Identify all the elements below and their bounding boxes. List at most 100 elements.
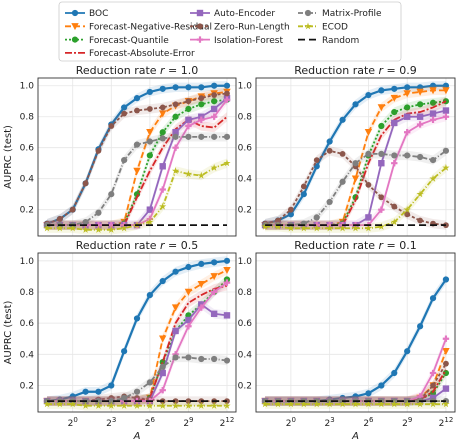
y-tick-label: 0.8 bbox=[238, 288, 253, 298]
data-point bbox=[442, 369, 450, 377]
data-point bbox=[339, 116, 346, 123]
data-point bbox=[403, 205, 411, 213]
data-point bbox=[133, 141, 141, 148]
data-point bbox=[429, 369, 437, 377]
data-point bbox=[198, 116, 205, 124]
y-tick-label: 0.6 bbox=[238, 319, 253, 329]
data-point bbox=[287, 224, 295, 232]
data-point bbox=[159, 369, 166, 377]
data-point bbox=[223, 279, 231, 286]
data-point bbox=[223, 96, 231, 103]
x-axis-title: A bbox=[351, 431, 359, 442]
data-point bbox=[198, 133, 205, 140]
data-point bbox=[43, 400, 51, 408]
data-point bbox=[95, 147, 102, 154]
legend-marker bbox=[197, 23, 203, 30]
data-point bbox=[364, 400, 373, 408]
data-point bbox=[146, 106, 153, 112]
data-point bbox=[443, 222, 449, 229]
legend-item-matrix-profile: Matrix-Profile bbox=[298, 9, 382, 19]
data-point bbox=[365, 214, 372, 221]
panel-1: 0.2 0.4 0.6 0.8 1.0 AUPRC (test) Reduction rat… bbox=[3, 64, 237, 237]
data-point bbox=[146, 379, 153, 386]
data-point bbox=[146, 152, 153, 159]
series-line bbox=[265, 150, 447, 227]
data-point bbox=[56, 224, 64, 232]
y-tick-label: 0.8 bbox=[20, 113, 35, 123]
data-point bbox=[107, 226, 115, 233]
data-point bbox=[429, 400, 437, 408]
data-point bbox=[429, 116, 437, 124]
data-point bbox=[429, 295, 437, 302]
data-point bbox=[429, 87, 437, 95]
data-point bbox=[326, 400, 334, 408]
data-point bbox=[172, 268, 179, 275]
data-point bbox=[121, 348, 128, 355]
legend-label: Matrix-Profile bbox=[322, 9, 382, 19]
confidence-band bbox=[265, 81, 446, 229]
data-point bbox=[120, 224, 128, 232]
x-tick-label: 20 bbox=[286, 416, 296, 429]
data-point bbox=[184, 170, 193, 178]
data-point bbox=[416, 88, 424, 96]
y-tick-label: 1.0 bbox=[20, 257, 35, 267]
data-point bbox=[300, 183, 307, 190]
data-point bbox=[326, 147, 333, 154]
y-tick-label: 0.8 bbox=[20, 288, 35, 298]
x-tick-label: 212 bbox=[439, 416, 454, 429]
data-point bbox=[377, 222, 385, 230]
data-point bbox=[211, 355, 218, 363]
data-point bbox=[338, 400, 347, 408]
x-tick-label: 29 bbox=[402, 416, 412, 429]
legend-item-random: Random bbox=[298, 36, 359, 46]
data-point bbox=[159, 363, 166, 370]
axes-frame bbox=[37, 77, 237, 237]
data-point bbox=[390, 400, 398, 408]
data-point bbox=[172, 113, 179, 120]
x-tick-label: 26 bbox=[363, 416, 374, 429]
confidence-band bbox=[47, 158, 227, 235]
data-point bbox=[198, 260, 205, 268]
y-tick-label: 0.4 bbox=[20, 350, 35, 360]
data-point bbox=[95, 388, 102, 395]
data-point bbox=[443, 360, 449, 367]
y-tick-label: 0.6 bbox=[20, 319, 35, 329]
data-point bbox=[171, 167, 180, 175]
data-point bbox=[378, 382, 385, 389]
data-point bbox=[442, 276, 450, 283]
data-point bbox=[352, 101, 359, 108]
y-tick-label: 0.2 bbox=[20, 382, 34, 392]
data-point bbox=[378, 87, 385, 94]
data-point bbox=[430, 382, 436, 389]
data-point bbox=[378, 206, 385, 213]
legend-label: Forecast-Negative-Residual bbox=[89, 23, 212, 33]
data-point bbox=[198, 355, 205, 363]
data-point bbox=[313, 214, 320, 221]
data-point bbox=[172, 398, 179, 404]
legend-label: Isolation-Forest bbox=[214, 36, 283, 46]
data-point bbox=[94, 401, 103, 409]
data-point bbox=[121, 104, 128, 111]
data-point bbox=[185, 263, 192, 271]
data-point bbox=[69, 224, 77, 232]
legend-item-isolation-forest: Isolation-Forest bbox=[190, 36, 283, 46]
data-point bbox=[121, 394, 128, 402]
legend-label: Forecast-Quantile bbox=[89, 36, 169, 46]
data-point bbox=[223, 312, 231, 319]
data-point bbox=[442, 385, 450, 392]
data-point bbox=[81, 401, 90, 409]
data-point bbox=[365, 150, 372, 158]
data-point bbox=[442, 164, 450, 171]
data-point bbox=[442, 113, 450, 120]
data-point bbox=[172, 354, 179, 361]
x-tick-label: 20 bbox=[68, 416, 78, 429]
data-point bbox=[197, 280, 205, 288]
data-point bbox=[210, 273, 218, 281]
data-point bbox=[390, 94, 398, 102]
legend-frame bbox=[58, 1, 402, 62]
y-tick-label: 0.4 bbox=[238, 350, 253, 360]
data-point bbox=[94, 226, 103, 233]
y-tick-label: 1.0 bbox=[238, 82, 253, 92]
data-point bbox=[82, 218, 89, 226]
legend-item-forecast-quantile: Forecast-Quantile bbox=[65, 36, 169, 46]
